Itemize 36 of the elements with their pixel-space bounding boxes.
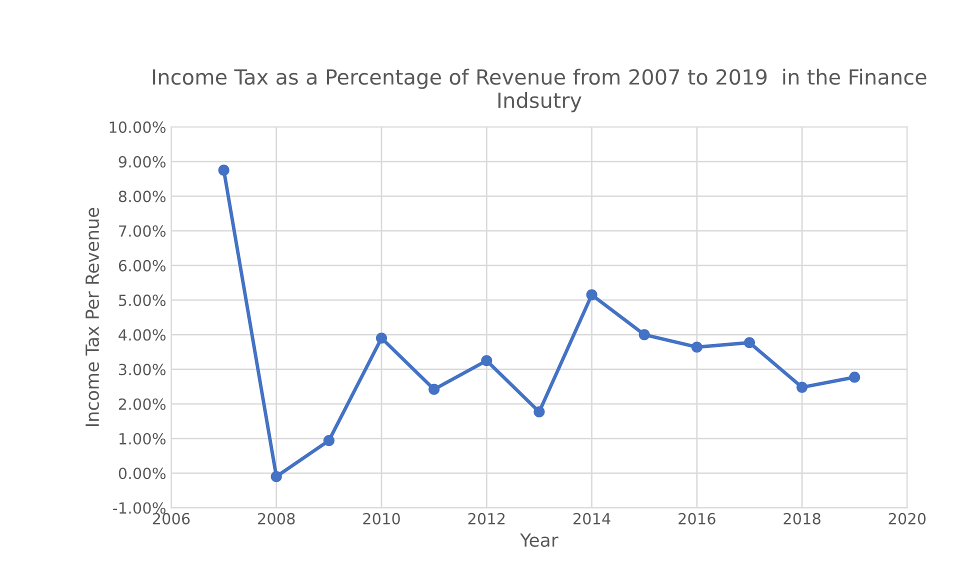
point	[428, 384, 440, 395]
x-tick-label: 2020	[888, 512, 926, 524]
point	[481, 355, 492, 366]
x-tick-label: 2018	[784, 512, 820, 524]
y-tick-label: 10.00%	[110, 121, 166, 133]
x-tick-label: 2014	[573, 512, 610, 524]
y-tick-label: 8.00%	[118, 190, 166, 202]
x-tick-label: 2012	[468, 512, 505, 524]
y-tick-label: 7.00%	[119, 225, 166, 237]
point	[270, 471, 282, 482]
point	[744, 337, 756, 348]
y-tick-label: 9.00%	[118, 156, 166, 168]
chart-title: Income Tax as a Percentage of Revenue from 2007 to 2019 in the Finance Indsutry	[153, 68, 926, 112]
y-tick-label: 1.00%	[120, 432, 166, 445]
point	[218, 164, 230, 176]
point	[849, 372, 860, 383]
point	[691, 342, 702, 353]
x-tick-label: 2016	[678, 512, 716, 524]
y-tick-label: 0.00%	[118, 468, 166, 480]
point	[638, 329, 650, 340]
point	[323, 435, 334, 446]
x-tick-label: 2008	[258, 512, 295, 524]
point	[796, 382, 808, 393]
y-axis-title: Income Tax Per Revenue	[86, 208, 100, 426]
point	[534, 406, 545, 418]
point	[586, 289, 598, 300]
point	[376, 332, 388, 344]
x-tick-label: 2010	[363, 512, 400, 524]
y-tick-label: 6.00%	[118, 260, 166, 272]
y-tick-label: 5.00%	[119, 294, 166, 306]
y-tick-label: 3.00%	[119, 364, 166, 376]
x-axis-title: Year	[520, 534, 558, 547]
y-tick-label: -1.00%	[113, 502, 166, 514]
x-tick-label: 2006	[152, 512, 190, 524]
y-tick-label: 2.00%	[118, 398, 166, 410]
y-tick-label: 4.00%	[118, 329, 166, 341]
